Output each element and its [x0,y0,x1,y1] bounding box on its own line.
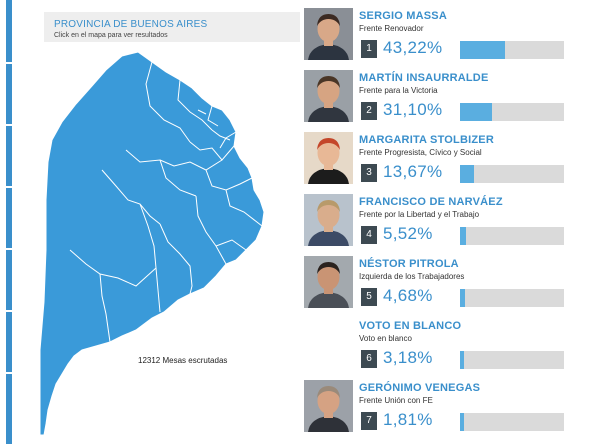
map-title: PROVINCIA DE BUENOS AIRES [54,19,208,30]
position-badge: 7 [361,412,377,430]
vote-percentage: 31,10% [383,100,443,119]
left-accent-rule [6,0,12,444]
province-map[interactable]: 12312 Mesas escrutadas [40,50,270,435]
candidate-party: Frente por la Libertad y el Trabajo [359,210,480,219]
candidate-party: Voto en blanco [359,334,412,343]
vote-bar-fill [460,413,464,431]
candidate-row[interactable]: MARTÍN INSAURRALDE Frente para la Victori… [300,66,568,128]
candidate-photo [304,194,353,246]
buenos-aires-map[interactable] [40,50,270,435]
candidate-name: SERGIO MASSA [359,10,447,22]
portrait-icon [304,256,353,308]
candidate-party: Frente para la Victoria [359,86,438,95]
photo-placeholder [304,318,353,370]
candidate-row[interactable]: FRANCISCO DE NARVÁEZ Frente por la Libert… [300,190,568,252]
rule-tick [6,124,12,126]
candidate-row[interactable]: NÉSTOR PITROLA Izquierda de los Trabajado… [300,252,568,314]
vote-bar-track [460,289,564,307]
candidate-photo [304,70,353,122]
vote-bar-track [460,227,564,245]
portrait-icon [304,70,353,122]
candidate-party: Izquierda de los Trabajadores [359,272,465,281]
vote-bar-fill [460,289,465,307]
candidate-name: VOTO EN BLANCO [359,320,462,332]
vote-bar-track [460,165,564,183]
position-badge: 6 [361,350,377,368]
candidate-name: GERÓNIMO VENEGAS [359,382,481,394]
position-badge: 4 [361,226,377,244]
candidate-row[interactable]: GERÓNIMO VENEGAS Frente Unión con FE 7 1,81… [300,376,568,438]
position-badge: 1 [361,40,377,58]
candidate-party: Frente Renovador [359,24,424,33]
portrait-icon [304,380,353,432]
map-subtitle: Click en el mapa para ver resultados [54,32,168,39]
candidate-row[interactable]: MARGARITA STOLBIZER Frente Progresista, C… [300,128,568,190]
mesas-escrutadas-label: 12312 Mesas escrutadas [138,356,228,365]
candidate-name: NÉSTOR PITROLA [359,258,459,270]
position-badge: 2 [361,102,377,120]
results-list: SERGIO MASSA Frente Renovador 1 43,22% MARTÍ… [300,0,568,444]
portrait-icon [304,8,353,60]
rule-tick [6,62,12,64]
vote-percentage: 5,52% [383,224,433,243]
vote-bar-track [460,351,564,369]
candidate-name: MARGARITA STOLBIZER [359,134,494,146]
vote-bar-fill [460,351,464,369]
candidate-row[interactable]: VOTO EN BLANCO Voto en blanco 6 3,18% [300,314,568,376]
candidate-party: Frente Progresista, Cívico y Social [359,148,482,157]
candidate-party: Frente Unión con FE [359,396,433,405]
vote-bar-track [460,41,564,59]
vote-percentage: 4,68% [383,286,433,305]
vote-bar-fill [460,165,474,183]
candidate-row[interactable]: SERGIO MASSA Frente Renovador 1 43,22% [300,4,568,66]
vote-percentage: 1,81% [383,410,433,429]
position-badge: 3 [361,164,377,182]
vote-bar-track [460,103,564,121]
candidate-photo [304,8,353,60]
vote-percentage: 43,22% [383,38,443,57]
vote-percentage: 3,18% [383,348,433,367]
vote-bar-fill [460,41,505,59]
rule-tick [6,186,12,188]
vote-bar-fill [460,103,492,121]
vote-bar-track [460,413,564,431]
map-province-shape[interactable] [40,51,265,435]
map-district-borders [69,61,263,343]
candidate-photo [304,256,353,308]
vote-percentage: 13,67% [383,162,443,181]
portrait-icon [304,132,353,184]
rule-tick [6,248,12,250]
candidate-photo [304,380,353,432]
rule-tick [6,310,12,312]
candidate-name: FRANCISCO DE NARVÁEZ [359,196,503,208]
candidate-photo [304,132,353,184]
vote-bar-fill [460,227,466,245]
position-badge: 5 [361,288,377,306]
candidate-name: MARTÍN INSAURRALDE [359,72,489,84]
rule-tick [6,372,12,374]
portrait-icon [304,194,353,246]
map-header: PROVINCIA DE BUENOS AIRES Click en el ma… [44,12,300,42]
